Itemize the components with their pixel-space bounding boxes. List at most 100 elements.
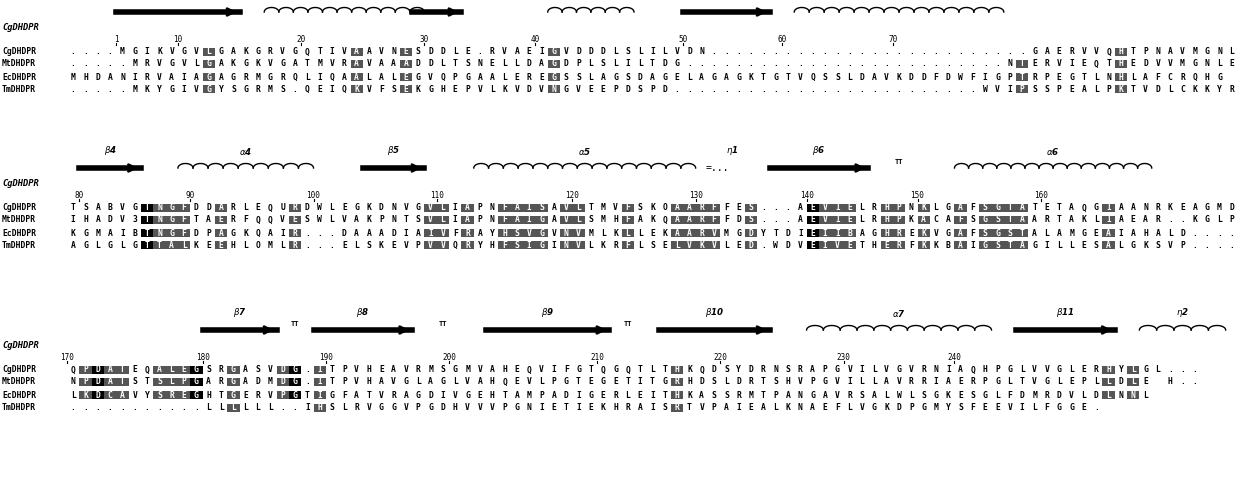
Text: $\beta$6: $\beta$6 xyxy=(812,144,826,157)
Text: V: V xyxy=(539,85,544,94)
Text: V: V xyxy=(193,47,198,57)
Text: .: . xyxy=(909,85,914,94)
Text: A: A xyxy=(206,378,211,386)
Text: F: F xyxy=(934,72,939,82)
Text: I: I xyxy=(799,228,802,238)
Bar xyxy=(277,378,289,386)
Text: V: V xyxy=(120,215,125,225)
Text: A: A xyxy=(810,403,815,412)
Text: V: V xyxy=(552,228,557,238)
Text: V: V xyxy=(465,378,470,386)
Bar xyxy=(992,216,1004,224)
Text: E: E xyxy=(1069,85,1074,94)
Text: .: . xyxy=(157,403,162,412)
Bar xyxy=(573,229,585,237)
Text: G: G xyxy=(662,378,667,386)
Text: T: T xyxy=(650,59,655,69)
Text: L: L xyxy=(1106,378,1111,386)
Text: I: I xyxy=(71,215,76,225)
Text: .: . xyxy=(786,215,791,225)
Bar xyxy=(523,229,536,237)
Text: V: V xyxy=(675,47,680,57)
Text: H: H xyxy=(502,366,507,374)
Text: A: A xyxy=(95,203,100,213)
Bar xyxy=(436,229,449,237)
Text: D: D xyxy=(305,203,310,213)
Text: E: E xyxy=(650,228,655,238)
Text: K: K xyxy=(415,85,420,94)
Text: K: K xyxy=(1205,85,1210,94)
Text: A: A xyxy=(108,72,113,82)
Text: G: G xyxy=(293,378,298,386)
Text: R: R xyxy=(872,203,877,213)
Text: K: K xyxy=(786,403,791,412)
Text: .: . xyxy=(724,85,729,94)
Text: H: H xyxy=(884,228,889,238)
Text: .: . xyxy=(193,403,198,412)
Text: .: . xyxy=(996,59,1001,69)
Text: R: R xyxy=(921,378,926,386)
Text: R: R xyxy=(415,366,420,374)
Text: D: D xyxy=(1143,59,1148,69)
Text: .: . xyxy=(859,47,864,57)
Text: A: A xyxy=(379,59,383,69)
Text: .: . xyxy=(108,85,113,94)
Text: L: L xyxy=(502,72,507,82)
Text: T: T xyxy=(761,390,766,399)
Text: I: I xyxy=(330,85,335,94)
Text: Q: Q xyxy=(268,203,273,213)
Text: .: . xyxy=(761,59,766,69)
Text: S: S xyxy=(564,72,569,82)
Text: M: M xyxy=(600,203,605,213)
Text: G: G xyxy=(810,390,815,399)
Bar xyxy=(351,73,363,81)
Text: A: A xyxy=(675,203,680,213)
Text: L: L xyxy=(1094,378,1099,386)
Text: 240: 240 xyxy=(947,353,961,361)
Bar xyxy=(880,204,893,212)
Text: R: R xyxy=(145,72,150,82)
Text: I: I xyxy=(822,241,827,250)
Text: D: D xyxy=(946,72,951,82)
Text: V: V xyxy=(539,366,544,374)
Bar xyxy=(104,366,117,374)
Text: .: . xyxy=(120,85,125,94)
Text: D: D xyxy=(527,85,532,94)
Text: T: T xyxy=(1081,72,1086,82)
Text: A: A xyxy=(379,378,383,386)
Text: R: R xyxy=(1180,72,1185,82)
Text: I: I xyxy=(1106,203,1111,213)
Text: P: P xyxy=(897,215,901,225)
Text: R: R xyxy=(465,241,470,250)
Bar xyxy=(436,204,449,212)
Text: S: S xyxy=(822,72,827,82)
Text: Q: Q xyxy=(145,366,150,374)
Text: N: N xyxy=(699,47,704,57)
Text: E: E xyxy=(810,215,815,225)
Bar xyxy=(1004,241,1016,249)
Text: A: A xyxy=(724,72,729,82)
Bar xyxy=(202,48,215,56)
Text: I: I xyxy=(577,390,582,399)
Text: G: G xyxy=(355,203,360,213)
Text: A: A xyxy=(884,378,889,386)
Text: A: A xyxy=(293,59,298,69)
Text: P: P xyxy=(83,366,88,374)
Text: 120: 120 xyxy=(565,190,579,199)
Text: R: R xyxy=(255,390,260,399)
Text: V: V xyxy=(268,59,273,69)
Text: V: V xyxy=(342,47,347,57)
Text: L: L xyxy=(280,241,285,250)
Text: O: O xyxy=(662,203,667,213)
Text: K: K xyxy=(921,228,926,238)
Text: .: . xyxy=(959,59,963,69)
Text: N: N xyxy=(391,47,396,57)
Text: A: A xyxy=(1143,72,1148,82)
Bar xyxy=(548,48,560,56)
Text: P: P xyxy=(909,403,914,412)
Bar xyxy=(314,366,326,374)
Bar xyxy=(745,216,758,224)
Text: L: L xyxy=(206,47,211,57)
Text: W: W xyxy=(774,241,779,250)
Text: K: K xyxy=(600,241,605,250)
